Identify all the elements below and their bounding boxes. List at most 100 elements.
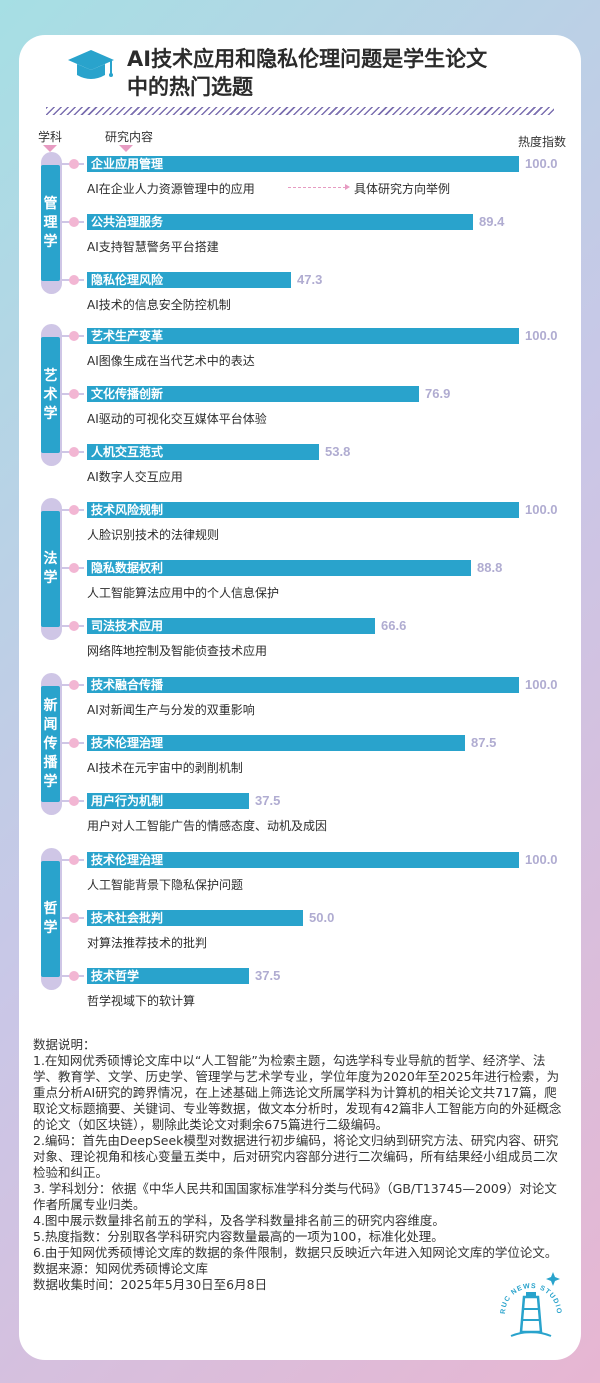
example-text: 对算法推荐技术的批判 bbox=[87, 936, 208, 950]
bullet-dot bbox=[69, 217, 79, 227]
bar-label: 司法技术应用 bbox=[91, 619, 164, 633]
example-text: 哲学视域下的软计算 bbox=[87, 994, 196, 1008]
subject-char: 管 bbox=[43, 195, 58, 212]
bar: 用户行为机制 bbox=[87, 793, 249, 809]
bullet-dot bbox=[69, 796, 79, 806]
bar: 技术哲学 bbox=[87, 968, 249, 984]
example-text: AI数字人交互应用 bbox=[87, 470, 183, 484]
subject-char: 理 bbox=[43, 214, 58, 231]
value-label: 37.5 bbox=[255, 968, 281, 983]
bullet-dot bbox=[69, 621, 79, 631]
bar: 隐私伦理风险 bbox=[87, 272, 291, 288]
bar-label: 技术伦理治理 bbox=[91, 736, 164, 750]
example-text: 用户对人工智能广告的情感态度、动机及成因 bbox=[87, 819, 328, 833]
title-line-2: 中的热门选题 bbox=[127, 75, 253, 99]
subject-char: 闻 bbox=[43, 716, 58, 733]
value-label: 53.8 bbox=[325, 444, 351, 459]
header-content-marker bbox=[119, 145, 133, 152]
bar: 技术融合传播 bbox=[87, 677, 519, 693]
bar: 技术伦理治理 bbox=[87, 852, 519, 868]
bar-label: 技术风险规制 bbox=[91, 503, 164, 517]
bar: 艺术生产变革 bbox=[87, 328, 519, 344]
lighthouse-icon: RUC NEWS STUDIO bbox=[500, 1272, 561, 1337]
bullet-dot bbox=[69, 738, 79, 748]
value-label: 88.8 bbox=[477, 560, 503, 575]
note-4: 4.图中展示数量排名前五的学科，及各学科数量排名前三的研究内容维度。 bbox=[33, 1213, 445, 1228]
subject-label: 艺术学 bbox=[41, 337, 60, 453]
header-subject: 学科 bbox=[38, 130, 63, 144]
note-6: 6.由于知网优秀硕博论文库的数据的条件限制，数据只反映近六年进入知网论文库的学位… bbox=[33, 1245, 558, 1260]
page-title: AI技术应用和隐私伦理问题是学生论文 中的热门选题 bbox=[127, 45, 547, 101]
header-heat: 热度指数 bbox=[518, 135, 567, 149]
bullet-dot bbox=[69, 680, 79, 690]
example-text: AI在企业人力资源管理中的应用 bbox=[87, 182, 255, 196]
note-2: 2.编码：首先由DeepSeek模型对数据进行初步编码，将论文归纳到研究方法、研… bbox=[33, 1133, 559, 1180]
value-label: 37.5 bbox=[255, 793, 281, 808]
bar-label: 企业应用管理 bbox=[91, 157, 164, 171]
bar-label: 隐私数据权利 bbox=[91, 561, 164, 575]
value-label: 100.0 bbox=[525, 502, 558, 517]
subject-char: 学 bbox=[43, 773, 58, 790]
example-text: 网络阵地控制及智能侦查技术应用 bbox=[87, 644, 268, 658]
bar-label: 隐私伦理风险 bbox=[91, 273, 164, 287]
bullet-dot bbox=[69, 855, 79, 865]
subject-pill: 艺术学 bbox=[41, 324, 62, 466]
value-label: 100.0 bbox=[525, 852, 558, 867]
header-content: 研究内容 bbox=[105, 130, 154, 144]
subject-char: 艺 bbox=[43, 367, 58, 384]
bullet-dot bbox=[69, 275, 79, 285]
bullet-dot bbox=[69, 505, 79, 515]
graduation-cap-icon bbox=[68, 50, 114, 79]
subject-label: 新闻传播学 bbox=[41, 686, 60, 802]
bar: 隐私数据权利 bbox=[87, 560, 471, 576]
bar: 公共治理服务 bbox=[87, 214, 473, 230]
example-text: AI技术的信息安全防控机制 bbox=[87, 298, 231, 312]
bar-label: 技术融合传播 bbox=[91, 678, 164, 692]
data-notes: 数据说明： 1.在知网优秀硕博论文库中以“人工智能”为检索主题，勾选学科专业导航… bbox=[33, 1037, 568, 1293]
bar: 技术伦理治理 bbox=[87, 735, 465, 751]
annotation-arrow-line bbox=[288, 187, 346, 188]
value-label: 100.0 bbox=[525, 328, 558, 343]
bar: 技术风险规制 bbox=[87, 502, 519, 518]
bar: 企业应用管理 bbox=[87, 156, 519, 172]
example-text: AI支持智慧警务平台搭建 bbox=[87, 240, 219, 254]
value-label: 76.9 bbox=[425, 386, 451, 401]
subject-pill: 新闻传播学 bbox=[41, 673, 62, 815]
subject-pill: 哲学 bbox=[41, 848, 62, 990]
note-heading: 数据说明： bbox=[33, 1037, 96, 1052]
card bbox=[19, 35, 581, 1360]
subject-pill: 法学 bbox=[41, 498, 62, 640]
note-3: 3. 学科划分：依据《中华人民共和国国家标准学科分类与代码》（GB/T13745… bbox=[33, 1181, 557, 1212]
bullet-dot bbox=[69, 389, 79, 399]
subject-label: 哲学 bbox=[41, 861, 60, 977]
bar-label: 技术社会批判 bbox=[91, 911, 164, 925]
value-label: 100.0 bbox=[525, 677, 558, 692]
header-subject-marker bbox=[43, 145, 57, 152]
example-text: AI技术在元宇宙中的剥削机制 bbox=[87, 761, 243, 775]
example-text: AI对新闻生产与分发的双重影响 bbox=[87, 703, 255, 717]
note-source: 数据来源：知网优秀硕博论文库 bbox=[33, 1261, 209, 1276]
bullet-dot bbox=[69, 913, 79, 923]
example-text: 人脸识别技术的法律规则 bbox=[87, 528, 220, 542]
note-date: 数据收集时间：2025年5月30日至6月8日 bbox=[33, 1277, 268, 1292]
bar-label: 公共治理服务 bbox=[91, 215, 164, 229]
bullet-dot bbox=[69, 159, 79, 169]
bar: 文化传播创新 bbox=[87, 386, 419, 402]
bar-label: 艺术生产变革 bbox=[91, 329, 164, 343]
bar: 司法技术应用 bbox=[87, 618, 375, 634]
bullet-dot bbox=[69, 971, 79, 981]
bar-label: 文化传播创新 bbox=[91, 387, 164, 401]
note-1: 1.在知网优秀硕博论文库中以“人工智能”为检索主题，勾选学科专业导航的哲学、经济… bbox=[33, 1053, 562, 1132]
subject-char: 法 bbox=[43, 551, 58, 567]
example-text: AI图像生成在当代艺术中的表达 bbox=[87, 354, 255, 368]
subject-char: 学 bbox=[43, 570, 58, 586]
subject-char: 学 bbox=[43, 405, 58, 422]
value-label: 47.3 bbox=[297, 272, 323, 287]
example-text: 人工智能算法应用中的个人信息保护 bbox=[87, 586, 280, 600]
subject-char: 术 bbox=[43, 386, 58, 403]
subject-char: 学 bbox=[43, 920, 58, 936]
annotation-arrow-head bbox=[345, 184, 350, 190]
subject-char: 新 bbox=[43, 697, 58, 714]
bullet-dot bbox=[69, 331, 79, 341]
bar-label: 技术哲学 bbox=[91, 969, 140, 983]
